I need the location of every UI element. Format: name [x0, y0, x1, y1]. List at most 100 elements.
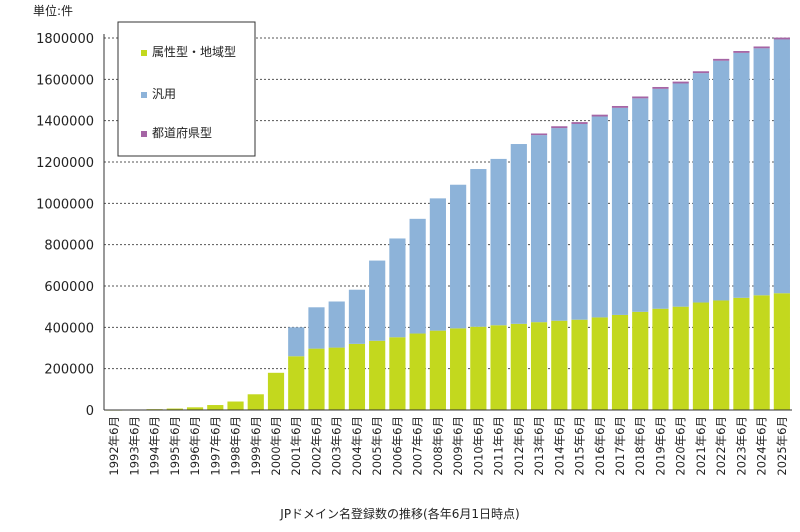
bar-segment — [713, 300, 730, 410]
bar-segment — [591, 114, 608, 117]
bar-segment — [733, 297, 750, 410]
bar-segment — [551, 320, 568, 410]
bar-segment — [227, 401, 244, 410]
legend-label: 属性型・地域型 — [152, 45, 236, 59]
x-tick-label: 2011年6月 — [492, 416, 506, 476]
x-tick-label: 2001年6月 — [289, 416, 303, 476]
bar-segment — [207, 405, 224, 410]
x-tick-label: 2015年6月 — [573, 416, 587, 476]
bar-segment — [267, 372, 285, 410]
y-tick-label: 0 — [86, 404, 94, 419]
bar-segment — [369, 260, 386, 341]
bar-segment — [389, 238, 406, 338]
y-tick-label: 800000 — [44, 239, 94, 254]
x-axis-caption: JPドメイン名登録数の推移(各年6月1日時点) — [279, 506, 519, 521]
bar-segment — [632, 96, 649, 99]
bar-segment — [510, 323, 527, 410]
y-tick-label: 1800000 — [36, 32, 94, 47]
x-tick-label: 2006年6月 — [390, 416, 404, 476]
bar-segment — [692, 302, 710, 410]
x-tick-label: 2016年6月 — [593, 416, 607, 476]
bar-segment — [288, 327, 305, 357]
bar-segment — [429, 198, 446, 331]
legend-label: 都道府県型 — [152, 125, 212, 140]
y-tick-label: 1200000 — [36, 156, 94, 171]
x-tick-label: 1994年6月 — [148, 416, 162, 476]
y-tick-label: 400000 — [44, 321, 94, 336]
bar-segment — [753, 48, 770, 296]
bar-segment — [753, 46, 770, 49]
bar-segment — [409, 333, 426, 410]
bar-segment — [530, 322, 548, 410]
bar-segment — [692, 73, 710, 303]
legend-box — [117, 21, 256, 157]
bar-segment — [308, 348, 325, 410]
bar-segment — [733, 52, 750, 298]
x-tick-label: 2019年6月 — [653, 416, 667, 476]
bar-segment — [753, 295, 770, 410]
bar-segment — [571, 319, 588, 410]
bar-segment — [692, 71, 710, 74]
x-tick-label: 2012年6月 — [512, 416, 526, 476]
bar-segment — [530, 135, 548, 323]
bar-segment — [186, 407, 204, 410]
y-tick-labels: 1800000 1600000 1400000 1200000 1000000 80000… — [36, 32, 94, 419]
x-tick-label: 2017年6月 — [613, 416, 627, 476]
bar-segment — [571, 122, 588, 124]
bar-segment — [389, 337, 406, 410]
bar-segment — [470, 169, 487, 327]
bar-segment — [328, 347, 345, 410]
bar-segment — [672, 306, 689, 410]
bar-segment — [551, 128, 568, 321]
unit-label: 単位:件 — [33, 3, 73, 18]
bar-segment — [308, 307, 325, 349]
bar-segment — [490, 325, 507, 410]
bar-segment — [429, 330, 446, 410]
bar-segment — [166, 408, 183, 410]
bar-segment — [733, 51, 750, 53]
x-tick-label: 2020年6月 — [674, 416, 688, 476]
bar-segment — [409, 218, 426, 334]
bar-segment — [632, 98, 649, 312]
bar-segment — [632, 311, 649, 410]
bar-segment — [348, 343, 366, 410]
x-tick-label: 2003年6月 — [330, 416, 344, 476]
x-tick-label: 2008年6月 — [431, 416, 445, 476]
bar-segment — [652, 86, 669, 89]
x-tick-label: 2010年6月 — [471, 416, 485, 476]
bars — [106, 37, 790, 411]
legend-swatch — [141, 92, 147, 98]
x-tick-label: 2023年6月 — [734, 416, 748, 476]
x-tick-label: 2007年6月 — [411, 416, 425, 476]
bar-segment — [288, 356, 305, 410]
bar-segment — [348, 289, 366, 344]
bar-segment — [713, 60, 730, 301]
x-tick-label: 1997年6月 — [208, 416, 222, 476]
y-tick-label: 1400000 — [36, 115, 94, 130]
bar-segment — [490, 158, 507, 326]
x-tick-label: 2000年6月 — [269, 416, 283, 476]
bar-segment — [450, 184, 467, 329]
bar-segment — [611, 105, 629, 108]
x-tick-label: 2005年6月 — [370, 416, 384, 476]
x-tick-label: 1998年6月 — [229, 416, 243, 476]
x-tick-label: 2013年6月 — [532, 416, 546, 476]
bar-segment — [773, 39, 790, 294]
x-tick-label: 1999年6月 — [249, 416, 263, 476]
bar-segment — [530, 133, 548, 136]
bar-segment — [611, 107, 629, 315]
bar-segment — [470, 326, 487, 410]
bar-segment — [773, 37, 790, 40]
bar-segment — [773, 293, 790, 410]
y-tick-label: 1600000 — [36, 73, 94, 88]
x-tick-label: 1995年6月 — [168, 416, 182, 476]
legend-swatch — [141, 131, 147, 137]
y-tick-label: 1000000 — [36, 197, 94, 212]
x-tick-label: 1993年6月 — [127, 416, 141, 476]
bar-segment — [510, 144, 527, 324]
bar-segment — [571, 123, 588, 320]
bar-segment — [591, 317, 608, 410]
